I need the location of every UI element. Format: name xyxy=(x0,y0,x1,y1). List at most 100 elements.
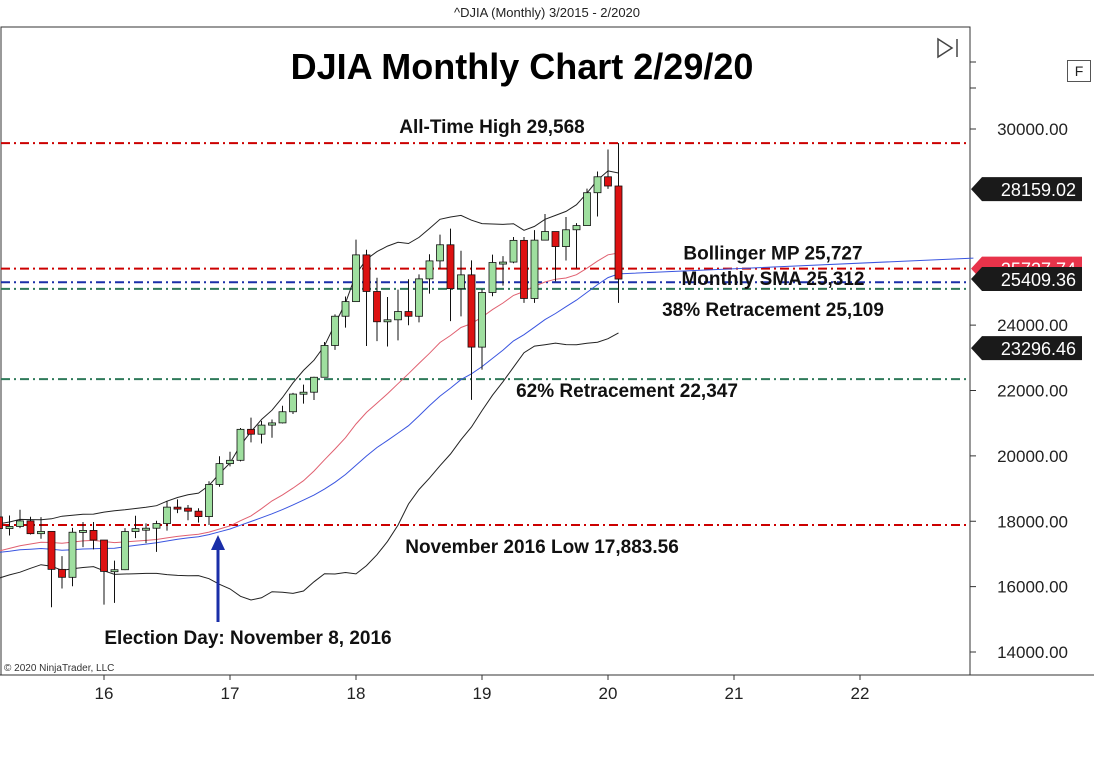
x-axis-ticks: 16 17 18 19 20 21 22 xyxy=(95,675,870,703)
candle-body xyxy=(352,254,360,303)
candle-body xyxy=(215,463,224,485)
candle-body xyxy=(373,291,381,323)
candle-body xyxy=(415,278,423,317)
skip-to-end-icon[interactable] xyxy=(937,37,958,59)
candle-body xyxy=(509,239,518,263)
x-tick-label: 21 xyxy=(725,684,744,703)
candle-body xyxy=(551,231,560,247)
candle-body xyxy=(205,484,213,518)
candle-body xyxy=(362,254,371,292)
candle-body xyxy=(299,391,308,395)
candle-body xyxy=(121,531,129,571)
candle-body xyxy=(100,539,108,572)
level-label: All-Time High 29,568 xyxy=(399,117,585,138)
candle-body xyxy=(79,530,87,533)
candle-body xyxy=(184,507,192,512)
chart-svg: 30000.00 22000.00 20000.00 16000.00 14000.00… xyxy=(0,26,1094,703)
candle-body xyxy=(341,301,350,317)
candle-body xyxy=(131,528,140,532)
x-tick-label: 17 xyxy=(221,684,240,703)
x-tick-label: 22 xyxy=(851,684,870,703)
y-tick-label: 30000.00 xyxy=(997,120,1068,139)
candle-body xyxy=(142,527,150,531)
candle-body xyxy=(173,506,182,510)
election-day-arrow xyxy=(211,535,225,622)
copyright-text: © 2020 NinjaTrader, LLC xyxy=(4,663,114,674)
x-tick-label: 19 xyxy=(473,684,492,703)
election-day-annotation: Election Day: November 8, 2016 xyxy=(104,628,391,649)
candle-body xyxy=(163,506,171,524)
y-tick-label: 16000.00 xyxy=(997,578,1068,597)
candle-body xyxy=(26,520,35,535)
candle-body xyxy=(404,311,413,317)
candle-body xyxy=(110,569,119,573)
candle-body xyxy=(152,523,161,529)
candlesticks xyxy=(0,143,623,608)
candle-body xyxy=(562,229,570,247)
candle-body xyxy=(467,274,476,348)
candle-body xyxy=(520,239,528,299)
candle-body xyxy=(446,244,455,290)
candle-body xyxy=(16,520,24,527)
candle-body xyxy=(68,531,77,578)
y-tick-label: 22000.00 xyxy=(997,382,1068,401)
y-tick-label: 14000.00 xyxy=(997,643,1068,662)
candle-body xyxy=(614,185,623,280)
candle-body xyxy=(194,510,203,518)
bollinger-upper-line xyxy=(0,170,619,525)
candle-body xyxy=(236,428,245,461)
x-tick-label: 18 xyxy=(347,684,366,703)
candle-body xyxy=(257,424,266,435)
candle-body xyxy=(425,260,434,280)
candle-body xyxy=(394,311,402,321)
y-tick-label: 24000.00 xyxy=(997,316,1068,335)
format-button[interactable]: F xyxy=(1067,60,1091,82)
chart-frame: 30000.00 22000.00 20000.00 16000.00 14000.00… xyxy=(0,26,1094,762)
price-label-box xyxy=(971,336,1082,361)
price-label-text: 25409.36 xyxy=(1001,270,1076,290)
candle-body xyxy=(572,225,581,231)
y-tick-label: 20000.00 xyxy=(997,447,1068,466)
candle-body xyxy=(457,274,465,290)
candle-body xyxy=(268,422,276,426)
candle-body xyxy=(226,459,234,465)
price-label-box xyxy=(971,267,1082,292)
level-label: November 2016 Low 17,883.56 xyxy=(405,537,679,558)
level-label: Bollinger MP 25,727 xyxy=(683,244,862,265)
candle-body xyxy=(593,176,602,194)
candle-body xyxy=(436,244,444,262)
candle-body xyxy=(541,231,549,241)
x-tick-label: 20 xyxy=(599,684,618,703)
candle-body xyxy=(478,292,486,348)
candle-body xyxy=(383,319,392,323)
candle-body xyxy=(5,526,14,529)
candle-body xyxy=(278,411,287,424)
price-label-text: 28159.02 xyxy=(1001,180,1076,200)
price-axis-ticks: 30000.00 22000.00 20000.00 16000.00 14000.00… xyxy=(970,61,1068,662)
price-label-box xyxy=(971,177,1082,202)
level-label: Monthly SMA 25,312 xyxy=(681,269,864,290)
candle-body xyxy=(604,176,612,187)
candle-body xyxy=(37,530,45,535)
x-tick-label: 16 xyxy=(95,684,114,703)
candle-body xyxy=(320,345,329,378)
candle-body xyxy=(89,530,98,541)
price-label-text: 23296.46 xyxy=(1001,339,1076,359)
candle-body xyxy=(310,376,318,393)
candle-body xyxy=(488,262,497,293)
candle-body xyxy=(499,261,507,265)
candle-body xyxy=(583,192,591,226)
y-tick-label: 18000.00 xyxy=(997,512,1068,531)
candle-body xyxy=(58,568,66,578)
chart-title: DJIA Monthly Chart 2/29/20 xyxy=(291,46,754,87)
candle-body xyxy=(289,393,297,413)
candle-body xyxy=(530,239,539,299)
candle-body xyxy=(47,530,56,570)
candle-body xyxy=(331,315,339,346)
candle-body xyxy=(247,428,255,435)
candle-body xyxy=(0,516,3,529)
level-labels: All-Time High 29,568 Bollinger MP 25,727 M… xyxy=(399,117,884,558)
level-label: 38% Retracement 25,109 xyxy=(662,300,884,321)
window-title: ^DJIA (Monthly) 3/2015 - 2/2020 xyxy=(453,5,641,20)
